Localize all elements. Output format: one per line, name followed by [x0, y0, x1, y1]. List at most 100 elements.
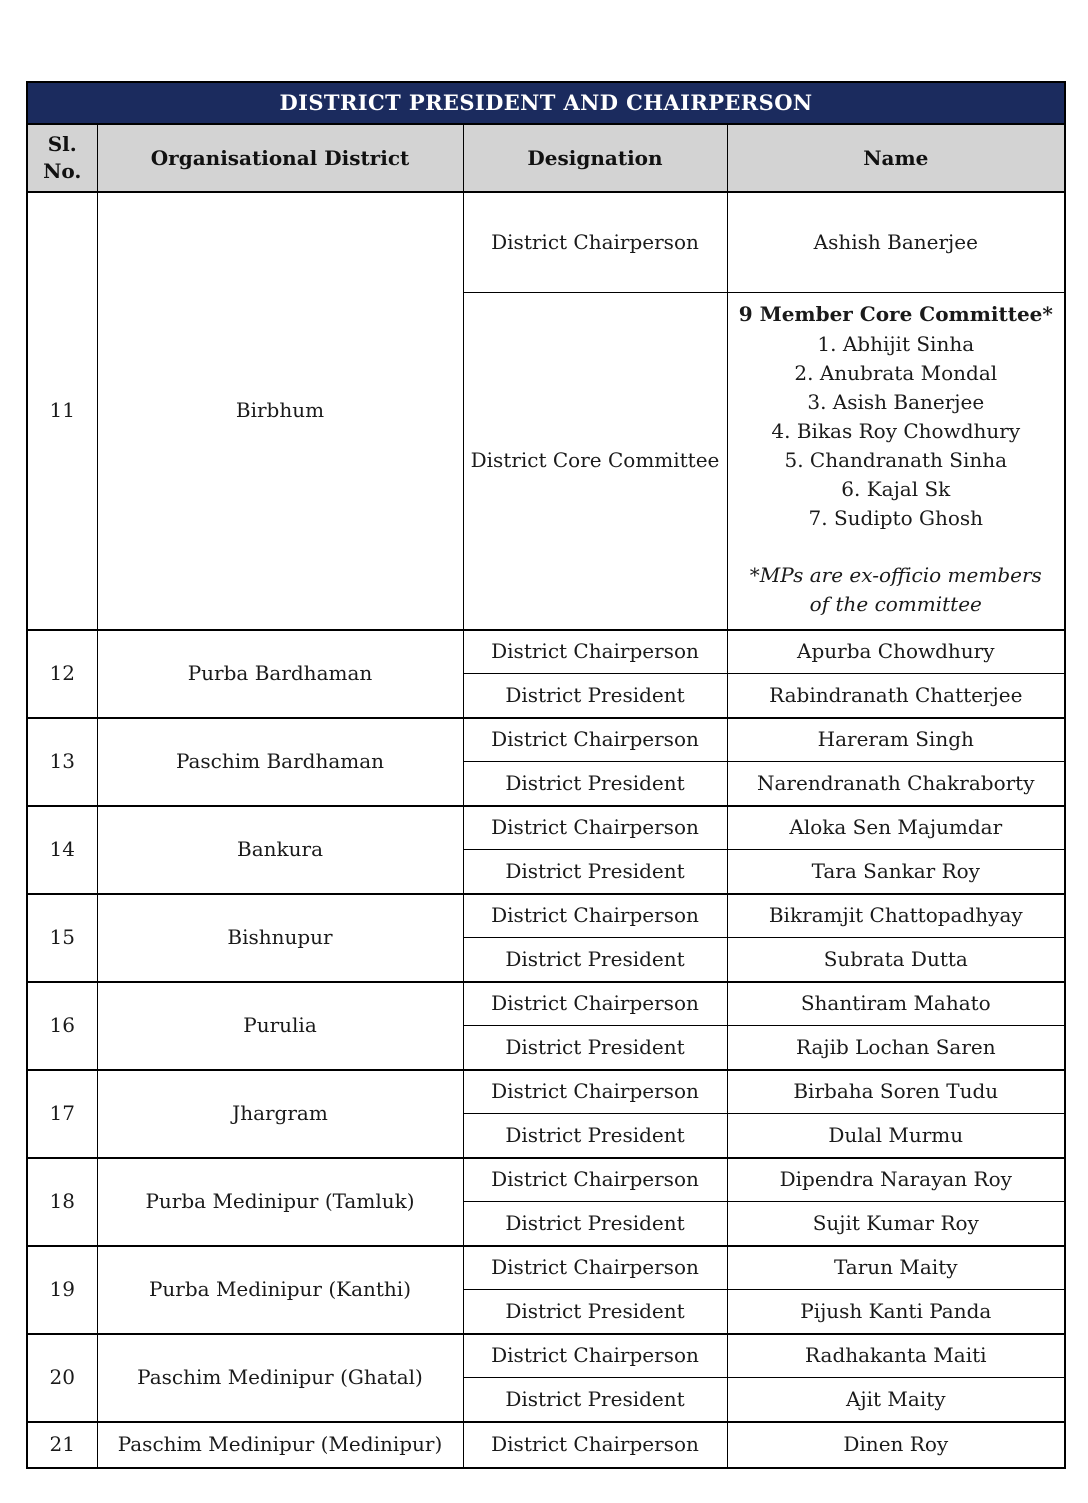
district-cell: Paschim Medinipur (Medinipur): [96, 1420, 464, 1468]
table-row: 21 Paschim Medinipur (Medinipur) Distric…: [26, 1420, 1066, 1468]
name-cell: Shantiram Mahato: [726, 980, 1066, 1026]
name-cell: Aloka Sen Majumdar: [726, 804, 1066, 850]
committee-member: 2. Anubrata Mondal: [794, 360, 998, 385]
table-row: 16 Purulia District Chairperson Shantira…: [26, 980, 1066, 1070]
name-cell: Rajib Lochan Saren: [726, 1025, 1066, 1070]
name-cell: Ashish Banerjee: [726, 191, 1066, 293]
sl-no-cell: 18: [26, 1156, 98, 1246]
sl-no-cell: 21: [26, 1420, 98, 1468]
name-cell: Radhakanta Maiti: [726, 1332, 1066, 1378]
core-committee-cell: 9 Member Core Committee* 1. Abhijit Sinh…: [726, 291, 1066, 630]
name-cell: Ajit Maity: [726, 1377, 1066, 1422]
committee-heading: 9 Member Core Committee*: [738, 301, 1053, 326]
sl-no-cell: 12: [26, 628, 98, 718]
name-cell: Narendranath Chakraborty: [726, 761, 1066, 806]
designation-cell: District Chairperson: [462, 716, 728, 762]
name-cell: Rabindranath Chatterjee: [726, 673, 1066, 718]
district-cell: Purba Medinipur (Tamluk): [96, 1156, 464, 1246]
name-cell: Sujit Kumar Roy: [726, 1201, 1066, 1246]
sl-no-cell: 19: [26, 1244, 98, 1334]
table-row: District President Narendranath Chakrabo…: [27, 761, 1066, 806]
district-cell: Birbhum: [96, 191, 464, 630]
table-row: District Core Committee 9 Member Core Co…: [27, 291, 1066, 630]
committee-member: 7. Sudipto Ghosh: [808, 505, 984, 530]
name-cell: Dulal Murmu: [726, 1113, 1066, 1158]
designation-cell: District President: [462, 1201, 728, 1246]
committee-footnote: *MPs are ex-officio members of the commi…: [749, 562, 1042, 616]
district-cell: Purba Medinipur (Kanthi): [96, 1244, 464, 1334]
name-cell: Pijush Kanti Panda: [726, 1289, 1066, 1334]
designation-cell: District President: [462, 761, 728, 806]
col-header-designation: Designation: [462, 123, 728, 193]
designation-cell: District Chairperson: [462, 191, 728, 293]
committee-member: 6. Kajal Sk: [841, 476, 951, 501]
committee-member: 1. Abhijit Sinha: [817, 331, 975, 356]
district-cell: Paschim Medinipur (Ghatal): [96, 1332, 464, 1422]
name-cell: Bikramjit Chattopadhyay: [726, 892, 1066, 938]
sl-no-cell: 20: [26, 1332, 98, 1422]
designation-cell: District President: [462, 673, 728, 718]
table-row: 15 Bishnupur District Chairperson Bikram…: [26, 892, 1066, 982]
table-title-row: DISTRICT PRESIDENT AND CHAIRPERSON: [25, 81, 1067, 125]
designation-cell: District Chairperson: [462, 1156, 728, 1202]
table-row: 18 Purba Medinipur (Tamluk) District Cha…: [26, 1156, 1066, 1246]
name-cell: Tara Sankar Roy: [726, 849, 1066, 894]
designation-cell: District President: [462, 1289, 728, 1334]
col-header-name: Name: [726, 123, 1066, 193]
name-cell: Dipendra Narayan Roy: [726, 1156, 1066, 1202]
committee-member: 5. Chandranath Sinha: [784, 447, 1008, 472]
district-president-table: DISTRICT PRESIDENT AND CHAIRPERSON Sl. N…: [25, 81, 1067, 1469]
designation-cell: District Chairperson: [462, 1332, 728, 1378]
designation-cell: District President: [462, 1377, 728, 1422]
table-row: 12 Purba Bardhaman District Chairperson …: [26, 628, 1066, 718]
designation-cell: District President: [462, 1025, 728, 1070]
name-cell: Hareram Singh: [726, 716, 1066, 762]
col-header-district: Organisational District: [96, 123, 464, 193]
name-cell: Subrata Dutta: [726, 937, 1066, 982]
name-cell: Apurba Chowdhury: [726, 628, 1066, 674]
designation-cell: District Chairperson: [462, 892, 728, 938]
district-cell: Paschim Bardhaman: [96, 716, 464, 806]
table-row: District President Rabindranath Chatterj…: [27, 673, 1066, 718]
table-row: 14 Bankura District Chairperson Aloka Se…: [26, 804, 1066, 894]
committee-member: 3. Asish Banerjee: [807, 389, 985, 414]
table-header-row: Sl. No. Organisational District Designat…: [26, 123, 1066, 193]
table-row: District President Pijush Kanti Panda: [27, 1289, 1066, 1334]
table-row: 20 Paschim Medinipur (Ghatal) District C…: [26, 1332, 1066, 1422]
sl-no-cell: 14: [26, 804, 98, 894]
designation-cell: District Chairperson: [462, 1068, 728, 1114]
sl-no-cell: 15: [26, 892, 98, 982]
name-cell: Dinen Roy: [726, 1420, 1066, 1468]
table-row: District President Rajib Lochan Saren: [27, 1025, 1066, 1070]
designation-cell: District Chairperson: [462, 1420, 728, 1468]
table-row: 11 Birbhum District Chairperson Ashish B…: [26, 191, 1066, 630]
table-row: District President Tara Sankar Roy: [27, 849, 1066, 894]
name-cell: Birbaha Soren Tudu: [726, 1068, 1066, 1114]
sl-no-cell: 16: [26, 980, 98, 1070]
designation-cell: District Chairperson: [462, 804, 728, 850]
name-cell: Tarun Maity: [726, 1244, 1066, 1290]
table-row: 19 Purba Medinipur (Kanthi) District Cha…: [26, 1244, 1066, 1334]
col-header-sl-no: Sl. No.: [26, 123, 98, 193]
table-row: 17 Jhargram District Chairperson Birbaha…: [26, 1068, 1066, 1158]
designation-cell: District Chairperson: [462, 628, 728, 674]
district-cell: Bankura: [96, 804, 464, 894]
table-row: District President Subrata Dutta: [27, 937, 1066, 982]
sl-no-cell: 13: [26, 716, 98, 806]
designation-cell: District President: [462, 1113, 728, 1158]
district-cell: Purulia: [96, 980, 464, 1070]
committee-member: 4. Bikas Roy Chowdhury: [771, 418, 1021, 443]
sl-no-cell: 17: [26, 1068, 98, 1158]
designation-cell: District President: [462, 849, 728, 894]
designation-cell: District Chairperson: [462, 980, 728, 1026]
district-cell: Bishnupur: [96, 892, 464, 982]
table-row: District President Ajit Maity: [27, 1377, 1066, 1422]
district-cell: Purba Bardhaman: [96, 628, 464, 718]
designation-cell: District Chairperson: [462, 1244, 728, 1290]
sl-no-cell: 11: [26, 191, 98, 630]
table-title: DISTRICT PRESIDENT AND CHAIRPERSON: [25, 81, 1067, 125]
district-cell: Jhargram: [96, 1068, 464, 1158]
table-row: 13 Paschim Bardhaman District Chairperso…: [26, 716, 1066, 806]
designation-cell: District Core Committee: [462, 291, 728, 630]
